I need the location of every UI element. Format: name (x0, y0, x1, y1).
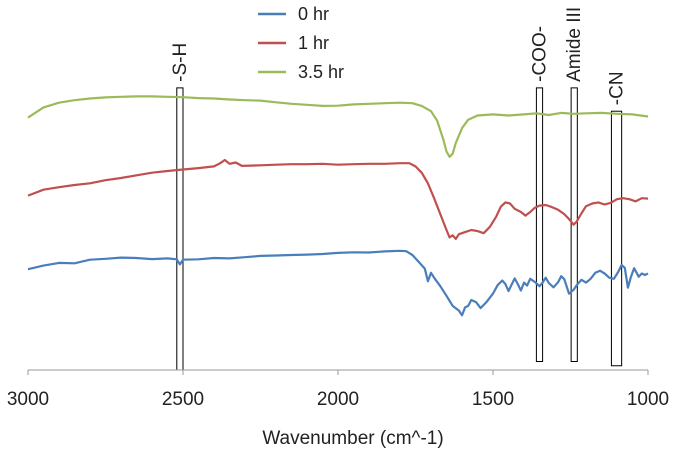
band-marker-label: -CN (607, 71, 628, 105)
band-marker-label: -COO- (530, 26, 551, 82)
band-markers: -S-H -COO- Amide III -CN (170, 7, 628, 371)
x-tick-label: 3000 (7, 389, 49, 410)
legend-label: 0 hr (298, 4, 329, 24)
legend: 0 hr 1 hr 3.5 hr (258, 4, 344, 82)
band-marker-box (535, 87, 544, 363)
series-line-0 (27, 249, 649, 317)
series-lines (27, 95, 649, 317)
band-marker-box (610, 110, 623, 367)
x-tick-label: 2000 (317, 389, 359, 410)
legend-label: 1 hr (298, 33, 329, 53)
x-tick-label: 1000 (627, 389, 669, 410)
x-tick-label: 1500 (472, 389, 514, 410)
series-line-2 (27, 95, 649, 158)
series-line-1 (27, 158, 649, 240)
x-axis-title: Wavenumber (cm^-1) (262, 428, 443, 449)
x-axis-ticks: 3000 2500 2000 1500 1000 (7, 370, 669, 410)
x-tick-label: 2500 (162, 389, 204, 410)
band-marker-label: -S-H (170, 43, 191, 82)
band-marker-box (570, 87, 578, 363)
legend-label: 3.5 hr (298, 62, 344, 82)
band-marker-label: Amide III (564, 7, 585, 82)
